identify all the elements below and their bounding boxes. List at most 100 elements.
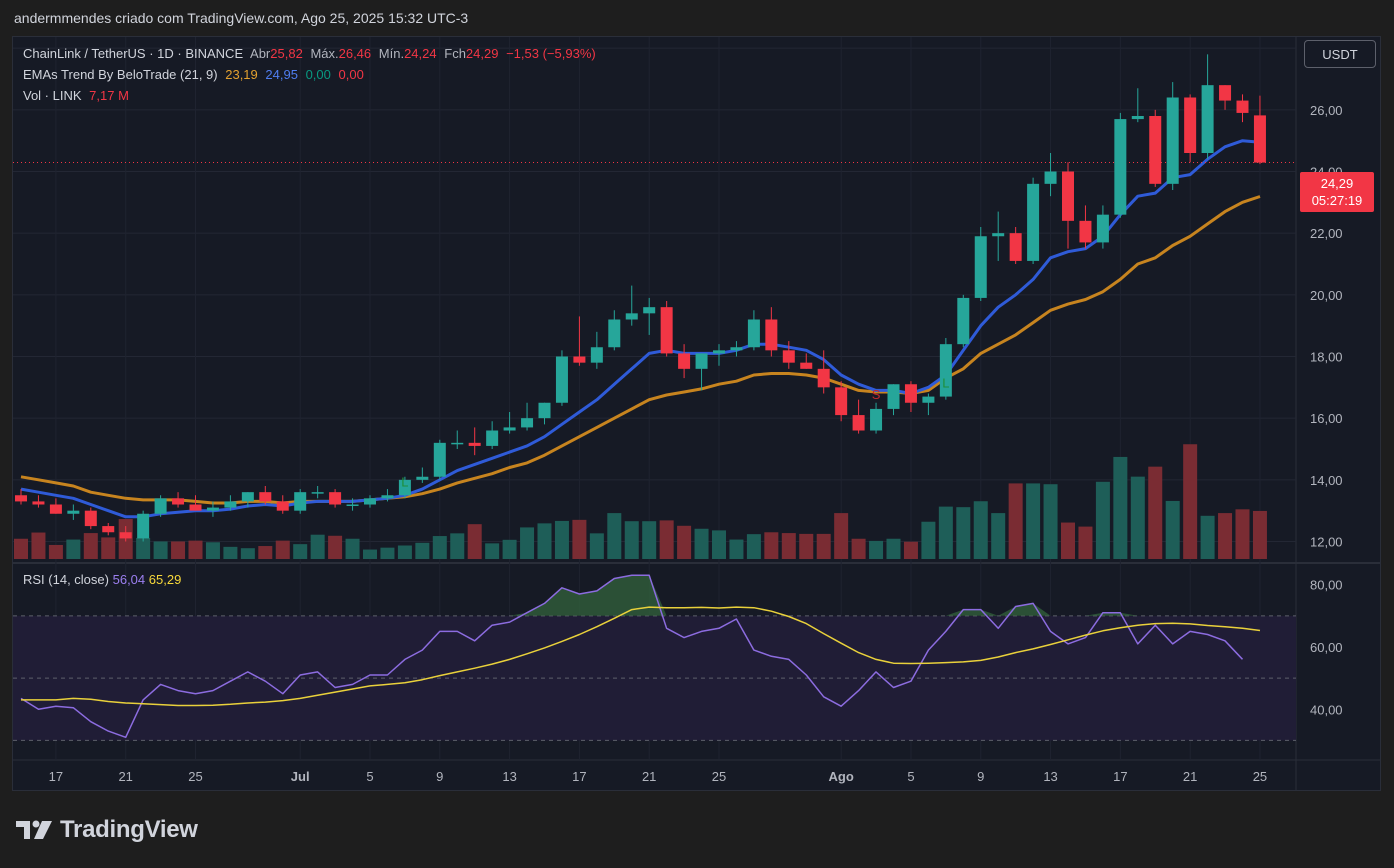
volume-bar [293,544,308,559]
candle-body [84,510,97,527]
volume-indicator-name[interactable]: Vol · LINK [23,88,82,103]
candle-body [276,501,289,511]
candle-body [1044,171,1057,184]
open-value: 25,82 [270,46,303,61]
low-value: 24,24 [404,46,437,61]
candle-body [1236,100,1249,113]
time-tick-label: 5 [366,769,373,784]
volume-bar [921,521,936,559]
candle-body [172,498,185,505]
volume-bar [869,540,884,559]
candle-body [835,387,848,416]
candle-body [555,356,568,403]
close-label: Fch [444,46,466,61]
volume-bar [677,525,692,559]
tradingview-logo-text: TradingView [60,816,198,843]
currency-button[interactable]: USDT [1304,40,1376,68]
candle-body [957,297,970,345]
volume-bar [938,506,953,559]
bar-countdown: 05:27:19 [1311,193,1363,208]
rsi-overbought-fill [509,575,667,616]
candle-body [521,418,534,428]
candle-body [189,504,202,511]
candle-body [1079,220,1092,243]
candle-body [398,479,411,496]
candle-body [1027,183,1040,261]
high-value: 26,46 [338,46,372,61]
volume-bar [537,523,552,559]
ema21-line [20,195,1261,505]
volume-bar [1008,483,1023,559]
candle-body [904,384,917,403]
volume-bar [1061,522,1075,559]
candle-body [1131,116,1144,120]
candle-body [922,396,935,403]
candle-body [852,415,865,431]
volume-bar [1183,444,1198,559]
candle-body [1201,85,1214,153]
volume-bar [554,520,569,559]
candle-body [1219,85,1232,101]
time-tick-label: 21 [118,769,132,784]
candle-body [817,368,830,388]
candle-body [224,501,237,508]
candle-body [294,492,307,511]
price-tick-label: 18,00 [1310,350,1343,365]
candle-body [486,430,499,446]
volume-bar [467,524,482,559]
candle-body [713,350,725,354]
candle-body [660,307,673,354]
volume-bar [834,513,849,559]
ema9-value: 24,95 [265,67,298,82]
volume-bar [275,540,290,559]
candle-body [678,353,691,369]
candle-body [241,492,254,502]
trend-signal-label: L [942,376,949,391]
volume-bar [746,534,761,559]
candle-body [695,353,708,369]
candle-body [939,344,952,397]
last-price: 24,29 [1320,176,1354,191]
ema9-line [20,139,1261,519]
volume-bar [991,513,1006,559]
volume-bar [397,545,412,559]
candle-body [311,492,324,494]
price-tick-label: 20,00 [1310,288,1343,303]
symbol-name[interactable]: ChainLink / TetherUS · 1D · BINANCE [23,46,244,61]
volume-bar [485,543,500,559]
ema-indicator-name[interactable]: EMAs Trend By BeloTrade (21, 9) [23,67,218,82]
volume-bar [1095,481,1110,559]
candle-body [747,319,760,348]
volume-bar [1113,456,1128,559]
candle-body [364,498,376,505]
time-tick-label: 17 [49,769,63,784]
volume-bar [659,520,674,559]
volume-bar [956,507,971,559]
volume-bar [903,541,918,559]
time-tick-label: 13 [502,769,516,784]
volume-bar [502,539,517,559]
volume-bar [520,527,535,559]
volume-bar [694,528,709,559]
candle-body [1184,97,1197,153]
volume-bar [1200,515,1215,559]
open-label: Abr [250,46,271,61]
candle-body [1062,171,1074,221]
volume-bar [572,519,587,559]
volume-bar [886,538,901,559]
volume-value: 7,17 M [89,88,129,103]
symbol-legend: ChainLink / TetherUS · 1D · BINANCE Abr2… [23,46,600,61]
volume-bar [101,537,116,559]
candle-body [102,526,115,533]
time-tick-label: Jul [291,769,310,784]
rsi-indicator-name[interactable]: RSI (14, close) [23,572,109,587]
candle-body [67,510,80,514]
low-label: Mín. [378,46,405,61]
time-tick-label: 9 [436,769,443,784]
volume-bar [258,546,273,559]
volume-bar [1252,510,1267,559]
tradingview-logo[interactable]: TradingView [16,816,198,844]
volume-bar [83,533,98,559]
candle-body [643,307,656,314]
